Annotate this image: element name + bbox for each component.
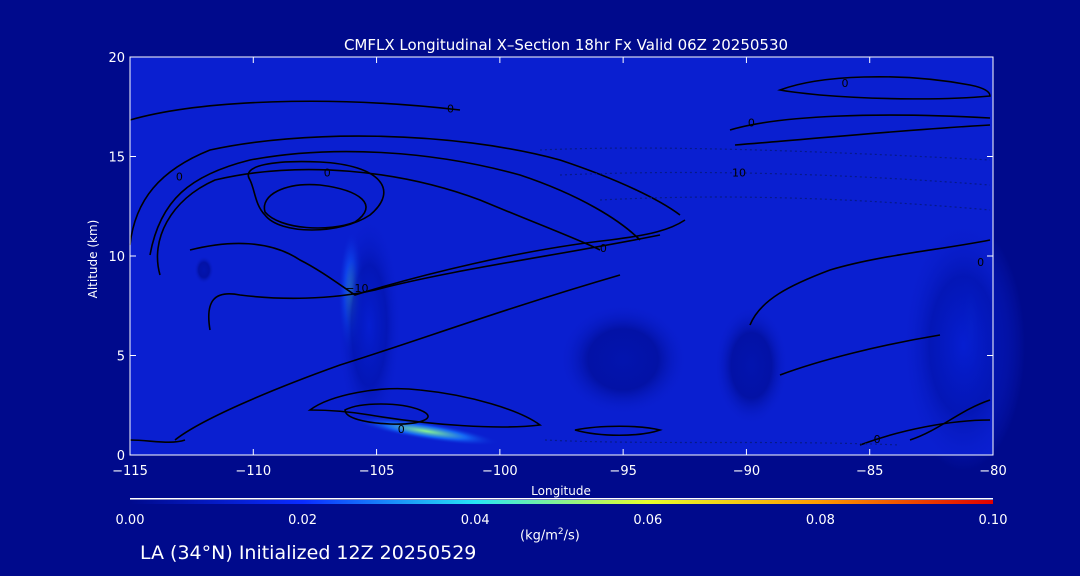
- y-axis-label: Altitude (km): [86, 220, 100, 299]
- y-tick-label: 10: [108, 250, 125, 265]
- dotted-contour-line: [539, 147, 991, 161]
- contour-line: [307, 387, 543, 428]
- colorbar: 0.00 0.02 0.04 0.06 0.08 0.10: [116, 498, 1008, 528]
- contour-line: [247, 160, 385, 231]
- contour-layer: [129, 75, 991, 446]
- colorbar-gradient: [130, 500, 993, 504]
- contour-line: [777, 75, 991, 100]
- contour-line: [729, 114, 991, 131]
- x-axis-label: Longitude: [531, 484, 591, 498]
- contour-line: [189, 219, 686, 296]
- dotted-contour-line: [559, 171, 991, 186]
- x-tick-label: −110: [235, 464, 271, 479]
- contour-label: 0: [977, 256, 984, 269]
- x-tick-label: −95: [609, 464, 636, 479]
- contour-label: 0: [874, 433, 881, 446]
- shading-layer: [130, 57, 1026, 471]
- contour-line: [129, 439, 186, 443]
- colorbar-tick-label: 0.02: [288, 513, 317, 528]
- contour-line: [574, 425, 663, 437]
- plot-area: 0 0 0 −10 0 0 0 0 10 0 0: [129, 57, 1026, 471]
- chart-title: CMFLX Longitudinal X–Section 18hr Fx Val…: [344, 36, 788, 54]
- contour-line: [859, 419, 991, 446]
- colorbar-tick-label: 0.00: [116, 513, 145, 528]
- colorbar-edge: [130, 498, 993, 500]
- y-tick-label: 20: [108, 51, 125, 66]
- shaded-region-blob-95: [559, 303, 688, 416]
- x-tick-label: −85: [856, 464, 883, 479]
- contour-line: [344, 403, 429, 425]
- colorbar-tick-label: 0.04: [461, 513, 490, 528]
- dotted-contour-line: [544, 439, 901, 446]
- shaded-region-east-halo: [901, 220, 1026, 471]
- shaded-region-west-dot: [194, 256, 214, 284]
- contour-line: [149, 150, 641, 256]
- footer-initialization-text: LA (34°N) Initialized 12Z 20250529: [140, 542, 477, 564]
- contour-line: [208, 234, 661, 331]
- contour-label: 0: [748, 117, 755, 130]
- contour-label-layer: 0 0 0 −10 0 0 0 0 10 0 0: [176, 77, 984, 446]
- contour-line: [263, 183, 367, 229]
- dotted-contour-layer: [539, 147, 991, 446]
- shaded-region-blob-90: [714, 305, 789, 426]
- x-tick-label: −100: [482, 464, 518, 479]
- contour-label: 10: [732, 166, 746, 179]
- y-tick-label: 5: [117, 350, 125, 365]
- contour-line: [749, 239, 991, 326]
- contour-label: 0: [398, 423, 405, 436]
- plot-background: [130, 57, 993, 455]
- contour-line: [779, 334, 941, 376]
- colorbar-units: (kg/m2/s): [520, 527, 580, 544]
- x-tick-label: −105: [359, 464, 395, 479]
- contour-label: 0: [842, 77, 849, 90]
- x-tick-label: −115: [112, 464, 148, 479]
- contour-label: 0: [447, 103, 454, 116]
- contour-line: [734, 124, 991, 146]
- colorbar-tick-label: 0.08: [806, 513, 835, 528]
- dotted-contour-line: [599, 196, 991, 211]
- contour-line: [174, 274, 621, 441]
- y-tick-label: 15: [108, 151, 125, 166]
- y-tick-label: 0: [117, 449, 125, 464]
- contour-label: 0: [600, 242, 607, 255]
- contour-label: 0: [176, 170, 183, 183]
- contour-label: 0: [324, 166, 331, 179]
- x-tick-label: −90: [733, 464, 760, 479]
- shaded-region-halo-106: [337, 216, 402, 436]
- contour-line: [909, 399, 991, 441]
- contour-line: [129, 100, 461, 121]
- contour-label: −10: [345, 282, 368, 295]
- colorbar-tick-label: 0.10: [979, 513, 1008, 528]
- contour-line: [129, 135, 681, 246]
- x-tick-label: −80: [979, 464, 1006, 479]
- contour-line: [156, 168, 601, 276]
- colorbar-tick-label: 0.06: [633, 513, 662, 528]
